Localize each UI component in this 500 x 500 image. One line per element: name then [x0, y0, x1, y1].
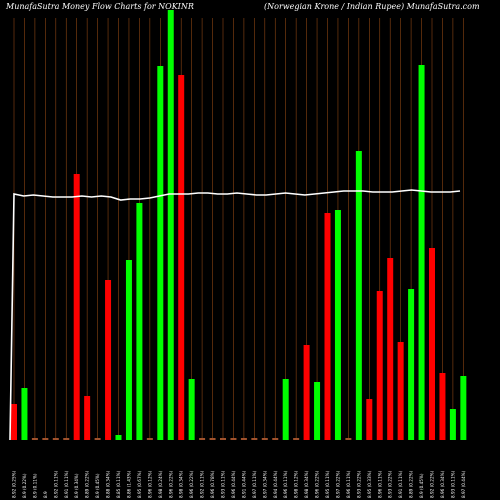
x-tick-label: 8.9 (0.45%)	[95, 473, 100, 498]
x-tick-label: 8.93 (0.11%)	[450, 470, 455, 498]
x-tick-label: 8.96 (0.11%)	[377, 470, 382, 498]
x-tick-label: 8.92 (0.25%)	[12, 470, 17, 498]
price-line-group	[9, 189, 461, 441]
bar	[199, 438, 206, 440]
bar	[261, 438, 268, 440]
x-tick-label: 8.93 (0.11%)	[221, 470, 226, 498]
bar	[94, 438, 101, 440]
bar	[230, 438, 237, 440]
chart-title: MunafaSutra Money Flow Charts for NOKINR	[6, 2, 194, 11]
bar	[21, 388, 28, 440]
x-tick-label: 8.92 (0.11%)	[200, 470, 205, 498]
bar	[397, 342, 404, 440]
grid-lines	[13, 18, 464, 440]
x-tick-label: 8.95 (0.33%)	[367, 470, 372, 498]
bar	[167, 10, 174, 440]
bar	[63, 438, 70, 440]
x-tick-label: 8.96 (0.44%)	[231, 470, 236, 498]
x-tick-label: 8.96 (0.22%)	[168, 470, 173, 498]
x-tick-label: 8.89 (0.22%)	[409, 470, 414, 498]
x-tick-label: 8.98 (0.34%)	[179, 470, 184, 498]
bar	[366, 399, 373, 440]
bar	[387, 258, 394, 440]
x-tick-label: 8.96 (0.11%)	[346, 470, 351, 498]
x-tick-label: 8.91 (0.11%)	[64, 470, 69, 498]
bar	[11, 404, 17, 440]
x-tick-label: 8.98 (0.34%)	[304, 470, 309, 498]
x-tick-label: 8.96 (0.12%)	[147, 470, 152, 498]
bar	[209, 438, 216, 440]
bar	[439, 373, 446, 440]
x-tick-label: 8.9 (0.34%)	[74, 473, 79, 498]
x-tick-label: 8.9 (0.11%)	[32, 473, 37, 498]
x-tick-label: 8.88 (0.34%)	[106, 470, 111, 498]
bar	[146, 438, 153, 440]
x-axis-labels: 8.92 (0.25%) 8.9 (0.22%) 8.9 (0.11%) 8.9 8.9…	[12, 470, 466, 498]
x-tick-label: 8.94 (0.44%)	[273, 470, 278, 498]
x-tick-label: 8.97 (0.34%)	[262, 470, 267, 498]
bar	[31, 438, 38, 440]
bar	[42, 438, 49, 440]
bar	[449, 409, 456, 440]
x-tick-label: 8.85 (0.11%)	[116, 470, 121, 498]
bar	[460, 376, 467, 440]
bar	[105, 280, 112, 440]
x-tick-label: 8.92 (0.22%)	[430, 470, 435, 498]
bar	[345, 438, 352, 440]
bar	[272, 438, 279, 440]
bars-group	[11, 10, 467, 440]
bar	[324, 213, 331, 440]
x-tick-label: 8.91 (0.44%)	[241, 470, 246, 498]
bar	[157, 66, 164, 440]
x-tick-label: 8.9 (0.45%)	[419, 473, 424, 498]
bar	[376, 291, 383, 440]
x-tick-label: 8.93 (0.22%)	[388, 470, 393, 498]
x-tick-label: 8.95 (0.67%)	[137, 470, 142, 498]
bar	[282, 379, 289, 440]
bar	[220, 438, 226, 440]
bar	[136, 203, 143, 440]
bar	[303, 345, 310, 440]
bar	[240, 438, 247, 440]
bar	[188, 379, 195, 440]
bar	[115, 435, 122, 440]
x-tick-label: 8.97 (0.22%)	[335, 470, 340, 498]
x-tick-label: 8.92 (0.11%)	[53, 470, 58, 498]
x-tick-label: 8.95 (0.11%)	[325, 470, 330, 498]
x-tick-label: 8.89 (0.22%)	[85, 470, 90, 498]
x-tick-label: 8.96 (0.22%)	[315, 470, 320, 498]
x-tick-label: 8.93 (0.22%)	[356, 470, 361, 498]
x-tick-label: 8.96 (0.11%)	[283, 470, 288, 498]
x-tick-label: 8.96 (0.34%)	[440, 470, 445, 498]
x-tick-label: 8.97 (0.44%)	[461, 470, 466, 498]
bar	[84, 396, 91, 440]
chart-subtitle: (Norwegian Krone / Indian Rupee) MunafaS…	[264, 2, 480, 11]
x-tick-label: 8.96 (0.22%)	[189, 470, 194, 498]
x-tick-label: 8.86 (1.43%)	[126, 470, 131, 498]
bar	[293, 438, 300, 440]
bar	[334, 210, 341, 440]
x-tick-label: 8.98 (0.24%)	[158, 470, 163, 498]
bar	[314, 382, 321, 440]
x-tick-label: 8.98 (0.12%)	[294, 470, 299, 498]
bar	[251, 438, 258, 440]
bar	[52, 438, 59, 440]
bar	[429, 248, 435, 440]
x-tick-label: 8.9 (0.22%)	[22, 473, 27, 498]
x-tick-label: 8.96 (0.78%)	[210, 470, 215, 498]
bar	[73, 174, 80, 440]
bar	[125, 260, 132, 440]
x-tick-label: 8.97 (0.11%)	[252, 470, 257, 498]
bar	[418, 65, 425, 440]
x-tick-label: 8.91 (0.11%)	[398, 470, 403, 498]
bar	[178, 75, 185, 440]
x-tick-label: 8.9	[43, 491, 48, 498]
price-line	[9, 189, 461, 441]
bar	[408, 289, 415, 440]
bar	[355, 151, 362, 440]
